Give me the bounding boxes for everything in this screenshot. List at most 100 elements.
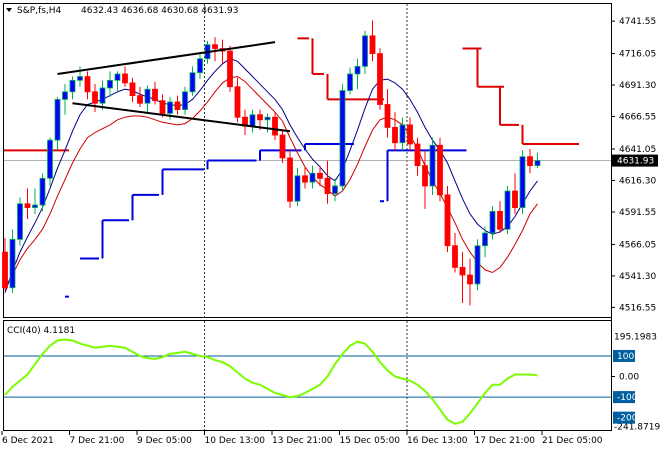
cci-level-badge-label: -200 <box>617 414 638 424</box>
price-tick-label: 4566.05 <box>619 240 656 250</box>
candle-body <box>467 274 473 285</box>
time-tick-label: 7 Dec 21:00 <box>70 436 125 446</box>
last-price-marker: 4631.93 <box>612 154 658 167</box>
candle <box>369 20 376 62</box>
price-tick-label: 4616.30 <box>619 176 656 186</box>
candle <box>512 173 518 214</box>
price-tick-label: 4591.55 <box>619 208 656 218</box>
candle <box>339 84 346 192</box>
candle-body <box>279 134 286 159</box>
candle-body <box>369 35 376 55</box>
candle <box>189 66 196 96</box>
candle-body <box>129 82 136 97</box>
candle-body <box>459 266 466 276</box>
candle <box>227 45 233 92</box>
candle <box>474 239 481 291</box>
candle-body <box>482 232 488 247</box>
candle-body <box>54 99 61 141</box>
candle <box>377 48 383 110</box>
candle <box>212 37 218 62</box>
candle <box>234 77 241 123</box>
candle-body <box>189 72 196 93</box>
candle <box>452 233 458 273</box>
price-tick-label: 4541.30 <box>619 272 656 282</box>
time-tick-label: 17 Dec 21:00 <box>475 436 536 446</box>
candle <box>62 84 68 115</box>
candle-body <box>474 245 481 285</box>
candle-body <box>32 204 38 208</box>
candle-body <box>122 73 128 84</box>
candle <box>69 76 76 100</box>
trendline[interactable] <box>57 41 276 75</box>
candle-body <box>354 65 361 75</box>
candle-body <box>452 245 458 268</box>
time-tick-label: 13 Dec 21:00 <box>272 436 333 446</box>
candle-body <box>317 172 323 179</box>
cci-line <box>4 338 538 425</box>
candle-body <box>144 88 151 104</box>
time-tick-label: 15 Dec 05:00 <box>340 436 401 446</box>
candle <box>264 113 271 133</box>
candle <box>159 94 166 118</box>
candle <box>24 188 31 220</box>
candle <box>99 80 106 110</box>
price-tick-label: 4516.55 <box>619 303 656 313</box>
candle-body <box>84 76 91 93</box>
candle <box>504 185 511 235</box>
candle-body <box>39 177 46 206</box>
candle <box>129 77 136 102</box>
candle <box>287 149 293 208</box>
candle <box>144 85 151 113</box>
candle <box>2 238 8 291</box>
candle-body <box>512 190 518 208</box>
collapse-arrow-icon[interactable] <box>6 8 12 12</box>
candle-body <box>429 144 436 187</box>
price-tick-label: 4691.30 <box>619 81 656 91</box>
candle-body <box>414 143 421 166</box>
candle-body <box>107 79 113 89</box>
candle <box>249 109 256 133</box>
candle <box>459 252 466 304</box>
candle-body <box>437 144 443 196</box>
candle-body <box>77 76 83 81</box>
candle <box>392 112 398 151</box>
candle <box>519 150 526 214</box>
candle-body <box>182 91 188 111</box>
candle <box>347 67 353 95</box>
candle-body <box>24 203 31 208</box>
candle-body <box>9 238 16 289</box>
cci-level-badge <box>613 391 635 404</box>
candle-body <box>99 87 106 104</box>
candle <box>429 137 436 195</box>
candle-body <box>287 157 293 202</box>
price-tick-label: 4641.05 <box>619 145 656 155</box>
cci-tick-label: 0.00 <box>619 373 639 383</box>
candle <box>332 178 338 202</box>
candle-body <box>392 127 398 144</box>
candle <box>489 206 496 240</box>
candle <box>482 226 488 258</box>
candle <box>294 168 301 207</box>
candle <box>309 165 316 189</box>
candle-body <box>332 185 338 194</box>
price-tick-label: 4716.05 <box>619 50 656 60</box>
cci-title: CCI(40) 4.1181 <box>7 326 75 336</box>
candle <box>354 58 361 90</box>
candle <box>84 71 91 100</box>
candle <box>279 129 286 164</box>
cci-min-label: -241.8719 <box>614 422 660 432</box>
candle <box>444 185 451 253</box>
candle <box>272 112 278 141</box>
candle-body <box>534 160 541 166</box>
candle <box>182 86 188 115</box>
trendline[interactable] <box>72 102 291 133</box>
cci-level-badge-label: 100 <box>617 352 634 362</box>
candle <box>317 165 323 186</box>
candle-body <box>407 124 413 145</box>
candle-body <box>347 73 353 91</box>
candle <box>32 188 38 214</box>
candle <box>414 137 421 176</box>
candle-body <box>504 190 511 230</box>
price-tick-label: 4666.55 <box>619 113 656 123</box>
